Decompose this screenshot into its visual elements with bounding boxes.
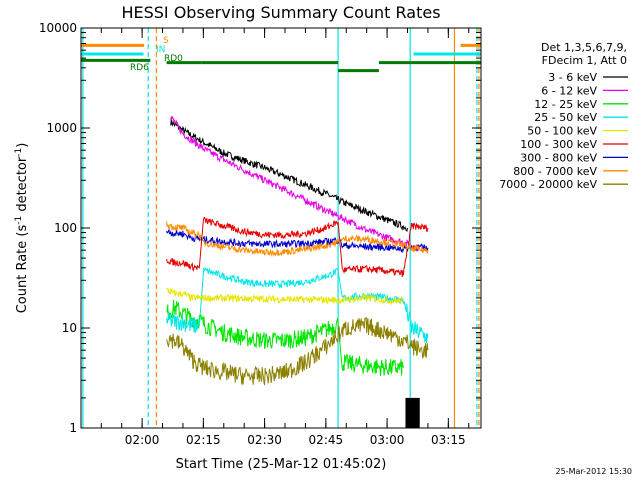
legend-label-12-25-kev: 12 - 25 keV xyxy=(534,98,597,111)
legend: Det 1,3,5,6,7,9,FDecim 1, Att 0 3 - 6 keV… xyxy=(499,41,628,191)
x-tick-label-02-00: 02:00 xyxy=(125,433,160,447)
footer-stamp: 25-Mar-2012 15:30 xyxy=(556,467,633,476)
series-3-6-kev xyxy=(170,119,408,232)
y-axis-label-sup1: -1 xyxy=(14,216,24,225)
legend-header-1: FDecim 1, Att 0 xyxy=(542,54,627,67)
legend-label-25-50-kev: 25 - 50 keV xyxy=(534,111,597,124)
series-6-12-kev xyxy=(170,115,421,252)
series-50-100-kev xyxy=(166,287,404,306)
state-label-rd0: RD0 xyxy=(164,54,183,64)
y-tick-label-10000: 10000 xyxy=(39,21,77,35)
series-12-25-kev xyxy=(166,299,404,377)
legend-label-50-100-kev: 50 - 100 keV xyxy=(527,125,597,138)
legend-label-100-300-kev: 100 - 300 keV xyxy=(520,138,597,151)
state-label-in: IN xyxy=(156,45,165,55)
x-tick-label-02-15: 02:15 xyxy=(186,433,221,447)
black-block xyxy=(405,397,420,428)
series-300-800-kev xyxy=(166,228,429,254)
y-axis-label: Count Rate (s-1 detector-1) xyxy=(14,143,30,314)
series-800-7000-kev xyxy=(166,221,429,258)
y-axis-label-end: ) xyxy=(15,143,30,148)
x-tick-label-03-15: 03:15 xyxy=(431,433,466,447)
y-axis-label-mid: detector xyxy=(15,156,30,216)
legend-label-7000-20000-kev: 7000 - 20000 keV xyxy=(499,178,597,191)
legend-label-300-800-kev: 300 - 800 keV xyxy=(520,151,597,164)
series-7000-20000-kev xyxy=(166,317,429,386)
x-tick-label-02-45: 02:45 xyxy=(309,433,344,447)
axes: 1 10 100 1000 10000 02:00 02:15 02:30 02:45 03:00… xyxy=(39,21,481,447)
y-tick-label-1000: 1000 xyxy=(46,121,77,135)
state-label-rd6: RD6 xyxy=(130,63,149,73)
x-tick-label-03-00: 03:00 xyxy=(370,433,405,447)
state-label-s: S xyxy=(163,36,169,46)
y-tick-label-1: 1 xyxy=(69,421,77,435)
chart-title: HESSI Observing Summary Count Rates xyxy=(121,3,440,22)
x-axis-label: Start Time (25-Mar-12 01:45:02) xyxy=(176,457,387,472)
y-tick-label-10: 10 xyxy=(62,321,77,335)
legend-header-0: Det 1,3,5,6,7,9, xyxy=(541,41,627,54)
series-layer xyxy=(166,115,429,386)
legend-label-3-6-kev: 3 - 6 keV xyxy=(548,71,597,84)
series-25-50-kev xyxy=(166,267,429,344)
legend-label-6-12-kev: 6 - 12 keV xyxy=(541,84,597,97)
y-axis-label-main: Count Rate (s xyxy=(15,225,30,314)
x-tick-label-02-30: 02:30 xyxy=(247,433,282,447)
series-100-300-kev xyxy=(166,217,429,277)
y-axis-label-sup2: -1 xyxy=(14,148,24,157)
y-tick-label-100: 100 xyxy=(54,221,77,235)
legend-label-800-7000-kev: 800 - 7000 keV xyxy=(513,165,597,178)
